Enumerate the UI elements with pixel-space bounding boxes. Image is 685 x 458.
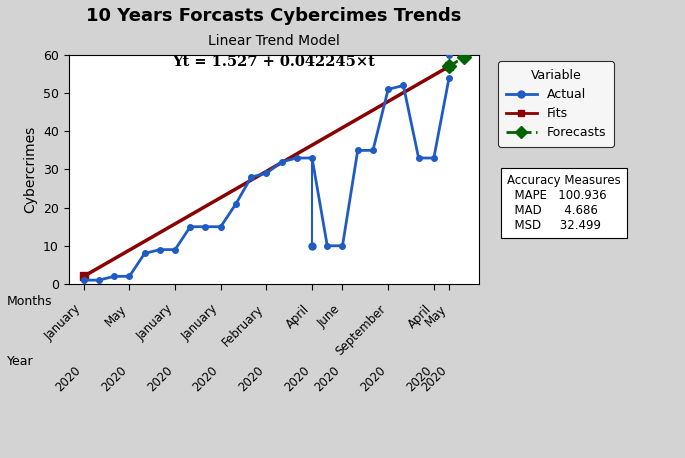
Text: 2020: 2020 [190,364,221,394]
Text: April: April [284,302,312,331]
Text: 2020: 2020 [99,364,129,394]
Text: 2020: 2020 [145,364,175,394]
Text: January: January [42,302,84,343]
Text: January: January [179,302,221,343]
Text: September: September [333,302,388,358]
Text: April: April [406,302,434,331]
Text: May: May [423,302,449,329]
Text: 2020: 2020 [358,364,388,394]
Text: 2020: 2020 [53,364,84,394]
Text: 2020: 2020 [419,364,449,394]
Text: Yt = 1.527 + 0.042245×t: Yt = 1.527 + 0.042245×t [173,55,375,69]
Text: 2020: 2020 [236,364,266,394]
Text: February: February [220,302,266,349]
Text: Accuracy Measures
  MAPE   100.936
  MAD      4.686
  MSD     32.499: Accuracy Measures MAPE 100.936 MAD 4.686… [507,174,621,232]
Text: January: January [134,302,175,343]
Text: May: May [103,302,129,329]
Text: 2020: 2020 [282,364,312,394]
Legend: Actual, Fits, Forecasts: Actual, Fits, Forecasts [498,61,614,147]
Text: 2020: 2020 [403,364,434,394]
Text: June: June [315,302,342,330]
Text: Year: Year [7,355,34,368]
Y-axis label: Cybercrimes: Cybercrimes [23,126,37,213]
Text: Linear Trend Model: Linear Trend Model [208,34,340,49]
Text: Months: Months [7,295,52,308]
Text: 2020: 2020 [312,364,342,394]
Text: 10 Years Forcasts Cybercimes Trends: 10 Years Forcasts Cybercimes Trends [86,7,462,25]
